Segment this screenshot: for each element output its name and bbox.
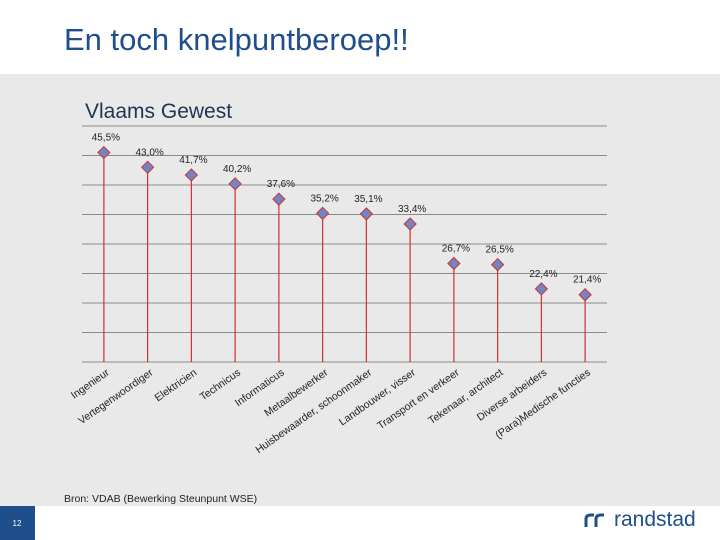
data-label: 43,0% — [135, 147, 163, 158]
x-tick-label: Tekenaar, architect — [426, 367, 505, 427]
randstad-logo-icon — [584, 513, 604, 527]
slide-title: En toch knelpuntberoep!! — [64, 22, 409, 57]
brand-name: randstad — [614, 508, 696, 531]
data-label: 40,2% — [223, 164, 251, 175]
data-label: 41,7% — [179, 155, 207, 166]
footer-divider — [34, 506, 69, 540]
chart-stems — [103, 152, 586, 362]
data-point-marker — [534, 282, 549, 296]
data-point-marker — [403, 217, 417, 231]
chart-panel — [0, 74, 720, 510]
brand-logo: randstad — [584, 508, 696, 532]
data-label: 26,7% — [442, 243, 470, 254]
data-label: 35,1% — [354, 194, 382, 205]
chart-title: Vlaams Gewest — [85, 100, 233, 123]
data-label: 37,6% — [267, 179, 295, 190]
data-point-marker — [490, 257, 505, 272]
chart-value-labels: 45,5% 43,0% 41,7% 40,2% 37,6% 35,2% 35,1% 33,4%… — [92, 133, 602, 286]
chart-category-labels: IngenieurVertegenwoordigerElektricienTec… — [69, 366, 593, 456]
footer-bar — [0, 506, 720, 540]
data-point-marker — [97, 145, 111, 160]
x-tick-label: Landbouwer, visser — [337, 366, 418, 428]
data-label: 21,4% — [573, 275, 601, 286]
data-label: 45,5% — [92, 133, 120, 144]
data-point-marker — [578, 288, 592, 302]
x-tick-label: Vertegenwoordiger — [76, 366, 155, 427]
data-point-marker — [447, 256, 461, 271]
source-note: Bron: VDAB (Bewerking Steunpunt WSE) — [64, 493, 258, 505]
data-label: 33,4% — [398, 204, 426, 215]
data-point-marker — [359, 207, 374, 221]
x-tick-label: Transport en verkeer — [375, 366, 462, 432]
data-point-marker — [140, 160, 155, 175]
chart-gridlines — [82, 125, 607, 363]
data-point-marker — [184, 168, 199, 182]
data-label: 35,2% — [310, 193, 338, 204]
page-number: 12 — [0, 506, 34, 540]
data-point-marker — [228, 177, 242, 191]
data-point-marker — [272, 192, 286, 206]
data-label: 22,4% — [529, 269, 557, 280]
data-point-marker — [315, 206, 330, 221]
data-label: 26,5% — [485, 245, 513, 256]
chart-markers — [97, 145, 592, 302]
x-tick-label: Elektricien — [153, 367, 200, 405]
